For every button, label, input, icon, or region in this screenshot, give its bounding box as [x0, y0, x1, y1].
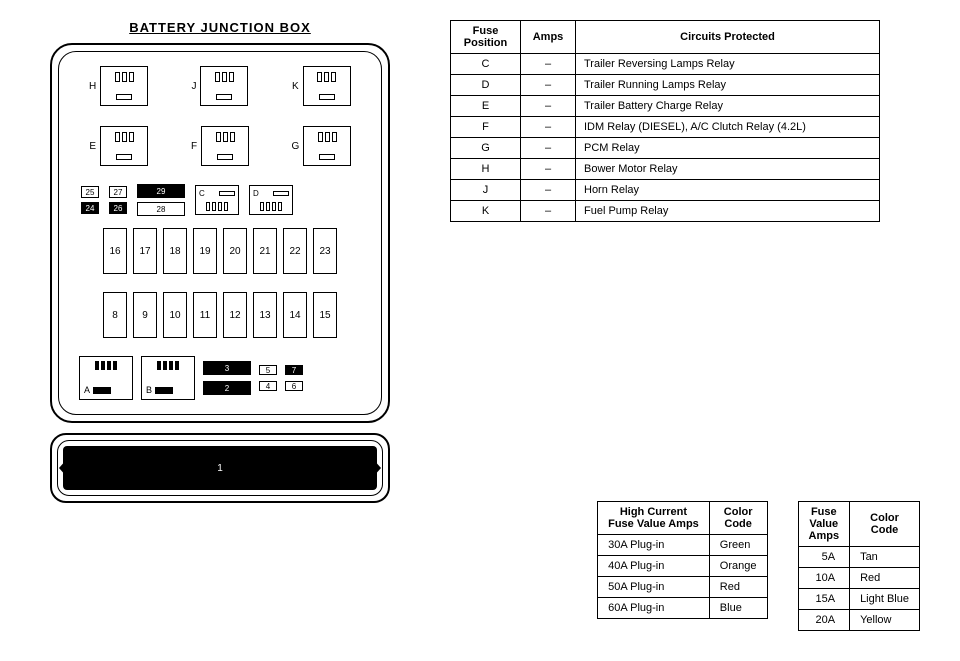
fuse-22: 22 [283, 228, 307, 274]
fuse-5: 5 [259, 365, 277, 375]
box-inner: H J K E F G 25 24 27 26 [58, 51, 382, 415]
th-amps: Amps [521, 21, 576, 54]
th-position: Fuse Position [451, 21, 521, 54]
fuse-19: 19 [193, 228, 217, 274]
table-row: 30A Plug-inGreen [598, 535, 767, 556]
circuits-table: Fuse Position Amps Circuits Protected C–… [450, 20, 880, 222]
table-row: 60A Plug-inBlue [598, 598, 767, 619]
table-row: D–Trailer Running Lamps Relay [451, 75, 880, 96]
fuse-27: 27 [109, 186, 127, 198]
fuse-3: 3 [203, 361, 251, 375]
box-outer: H J K E F G 25 24 27 26 [50, 43, 390, 423]
table-row: 40A Plug-inOrange [598, 556, 767, 577]
fuse-28: 28 [137, 202, 185, 216]
fuse-13: 13 [253, 292, 277, 338]
fuse-24: 24 [81, 202, 99, 214]
fuse-29: 29 [137, 184, 185, 198]
fuse-11: 11 [193, 292, 217, 338]
relay-K: K [292, 66, 351, 106]
fuse-7: 7 [285, 365, 303, 375]
fuse-15: 15 [313, 292, 337, 338]
bottom-row: A B 3 2 5 4 7 6 [69, 356, 371, 400]
table-row: 20AYellow [798, 610, 920, 631]
fuse-4: 4 [259, 381, 277, 391]
table-row: J–Horn Relay [451, 180, 880, 201]
fuse-6: 6 [285, 381, 303, 391]
table-row: 15ALight Blue [798, 589, 920, 610]
th-hc-amps: High Current Fuse Value Amps [598, 502, 710, 535]
relay-D: D [249, 185, 293, 215]
fuse-18: 18 [163, 228, 187, 274]
fuse-16: 16 [103, 228, 127, 274]
fuse-row-1: 16 17 18 19 20 21 22 23 [69, 228, 371, 274]
relay-E: E [89, 126, 148, 166]
th-fv-amps: Fuse Value Amps [798, 502, 850, 547]
fuse-17: 17 [133, 228, 157, 274]
table-row: 10ARed [798, 568, 920, 589]
th-circuits: Circuits Protected [576, 21, 880, 54]
relay-F: F [191, 126, 249, 166]
table-row: E–Trailer Battery Charge Relay [451, 96, 880, 117]
th-hc-color: Color Code [709, 502, 767, 535]
fuse-20: 20 [223, 228, 247, 274]
fuse-10: 10 [163, 292, 187, 338]
fuse-box-diagram: BATTERY JUNCTION BOX H J K E F G 25 24 [20, 20, 420, 503]
fuse-8: 8 [103, 292, 127, 338]
fuse-23: 23 [313, 228, 337, 274]
fuse-25: 25 [81, 186, 99, 198]
fuse-row-2: 8 9 10 11 12 13 14 15 [69, 292, 371, 338]
fuse-21: 21 [253, 228, 277, 274]
fuse-12: 12 [223, 292, 247, 338]
table-row: 50A Plug-inRed [598, 577, 767, 598]
table-row: 5ATan [798, 547, 920, 568]
diagram-title: BATTERY JUNCTION BOX [20, 20, 420, 35]
relay-C: C [195, 185, 239, 215]
relay-H: H [89, 66, 148, 106]
table-row: H–Bower Motor Relay [451, 159, 880, 180]
mid-row: 25 24 27 26 29 28 C [69, 184, 371, 216]
relay-grid-top: H J K E F G [69, 66, 371, 166]
relay-G: G [291, 126, 351, 166]
table-row: K–Fuel Pump Relay [451, 201, 880, 222]
fuse-value-table: Fuse Value Amps Color Code 5ATan10ARed15… [798, 501, 921, 631]
high-current-table: High Current Fuse Value Amps Color Code … [597, 501, 767, 619]
fuse-14: 14 [283, 292, 307, 338]
table-row: C–Trailer Reversing Lamps Relay [451, 54, 880, 75]
table-row: G–PCM Relay [451, 138, 880, 159]
fuse-1: 1 [63, 446, 377, 490]
footer-box: 1 [50, 433, 390, 503]
fuse-2: 2 [203, 381, 251, 395]
th-fv-color: Color Code [850, 502, 920, 547]
table-row: F–IDM Relay (DIESEL), A/C Clutch Relay (… [451, 117, 880, 138]
fuse-26: 26 [109, 202, 127, 214]
relay-J: J [191, 66, 248, 106]
fuse-9: 9 [133, 292, 157, 338]
relay-B: B [141, 356, 195, 400]
relay-A: A [79, 356, 133, 400]
